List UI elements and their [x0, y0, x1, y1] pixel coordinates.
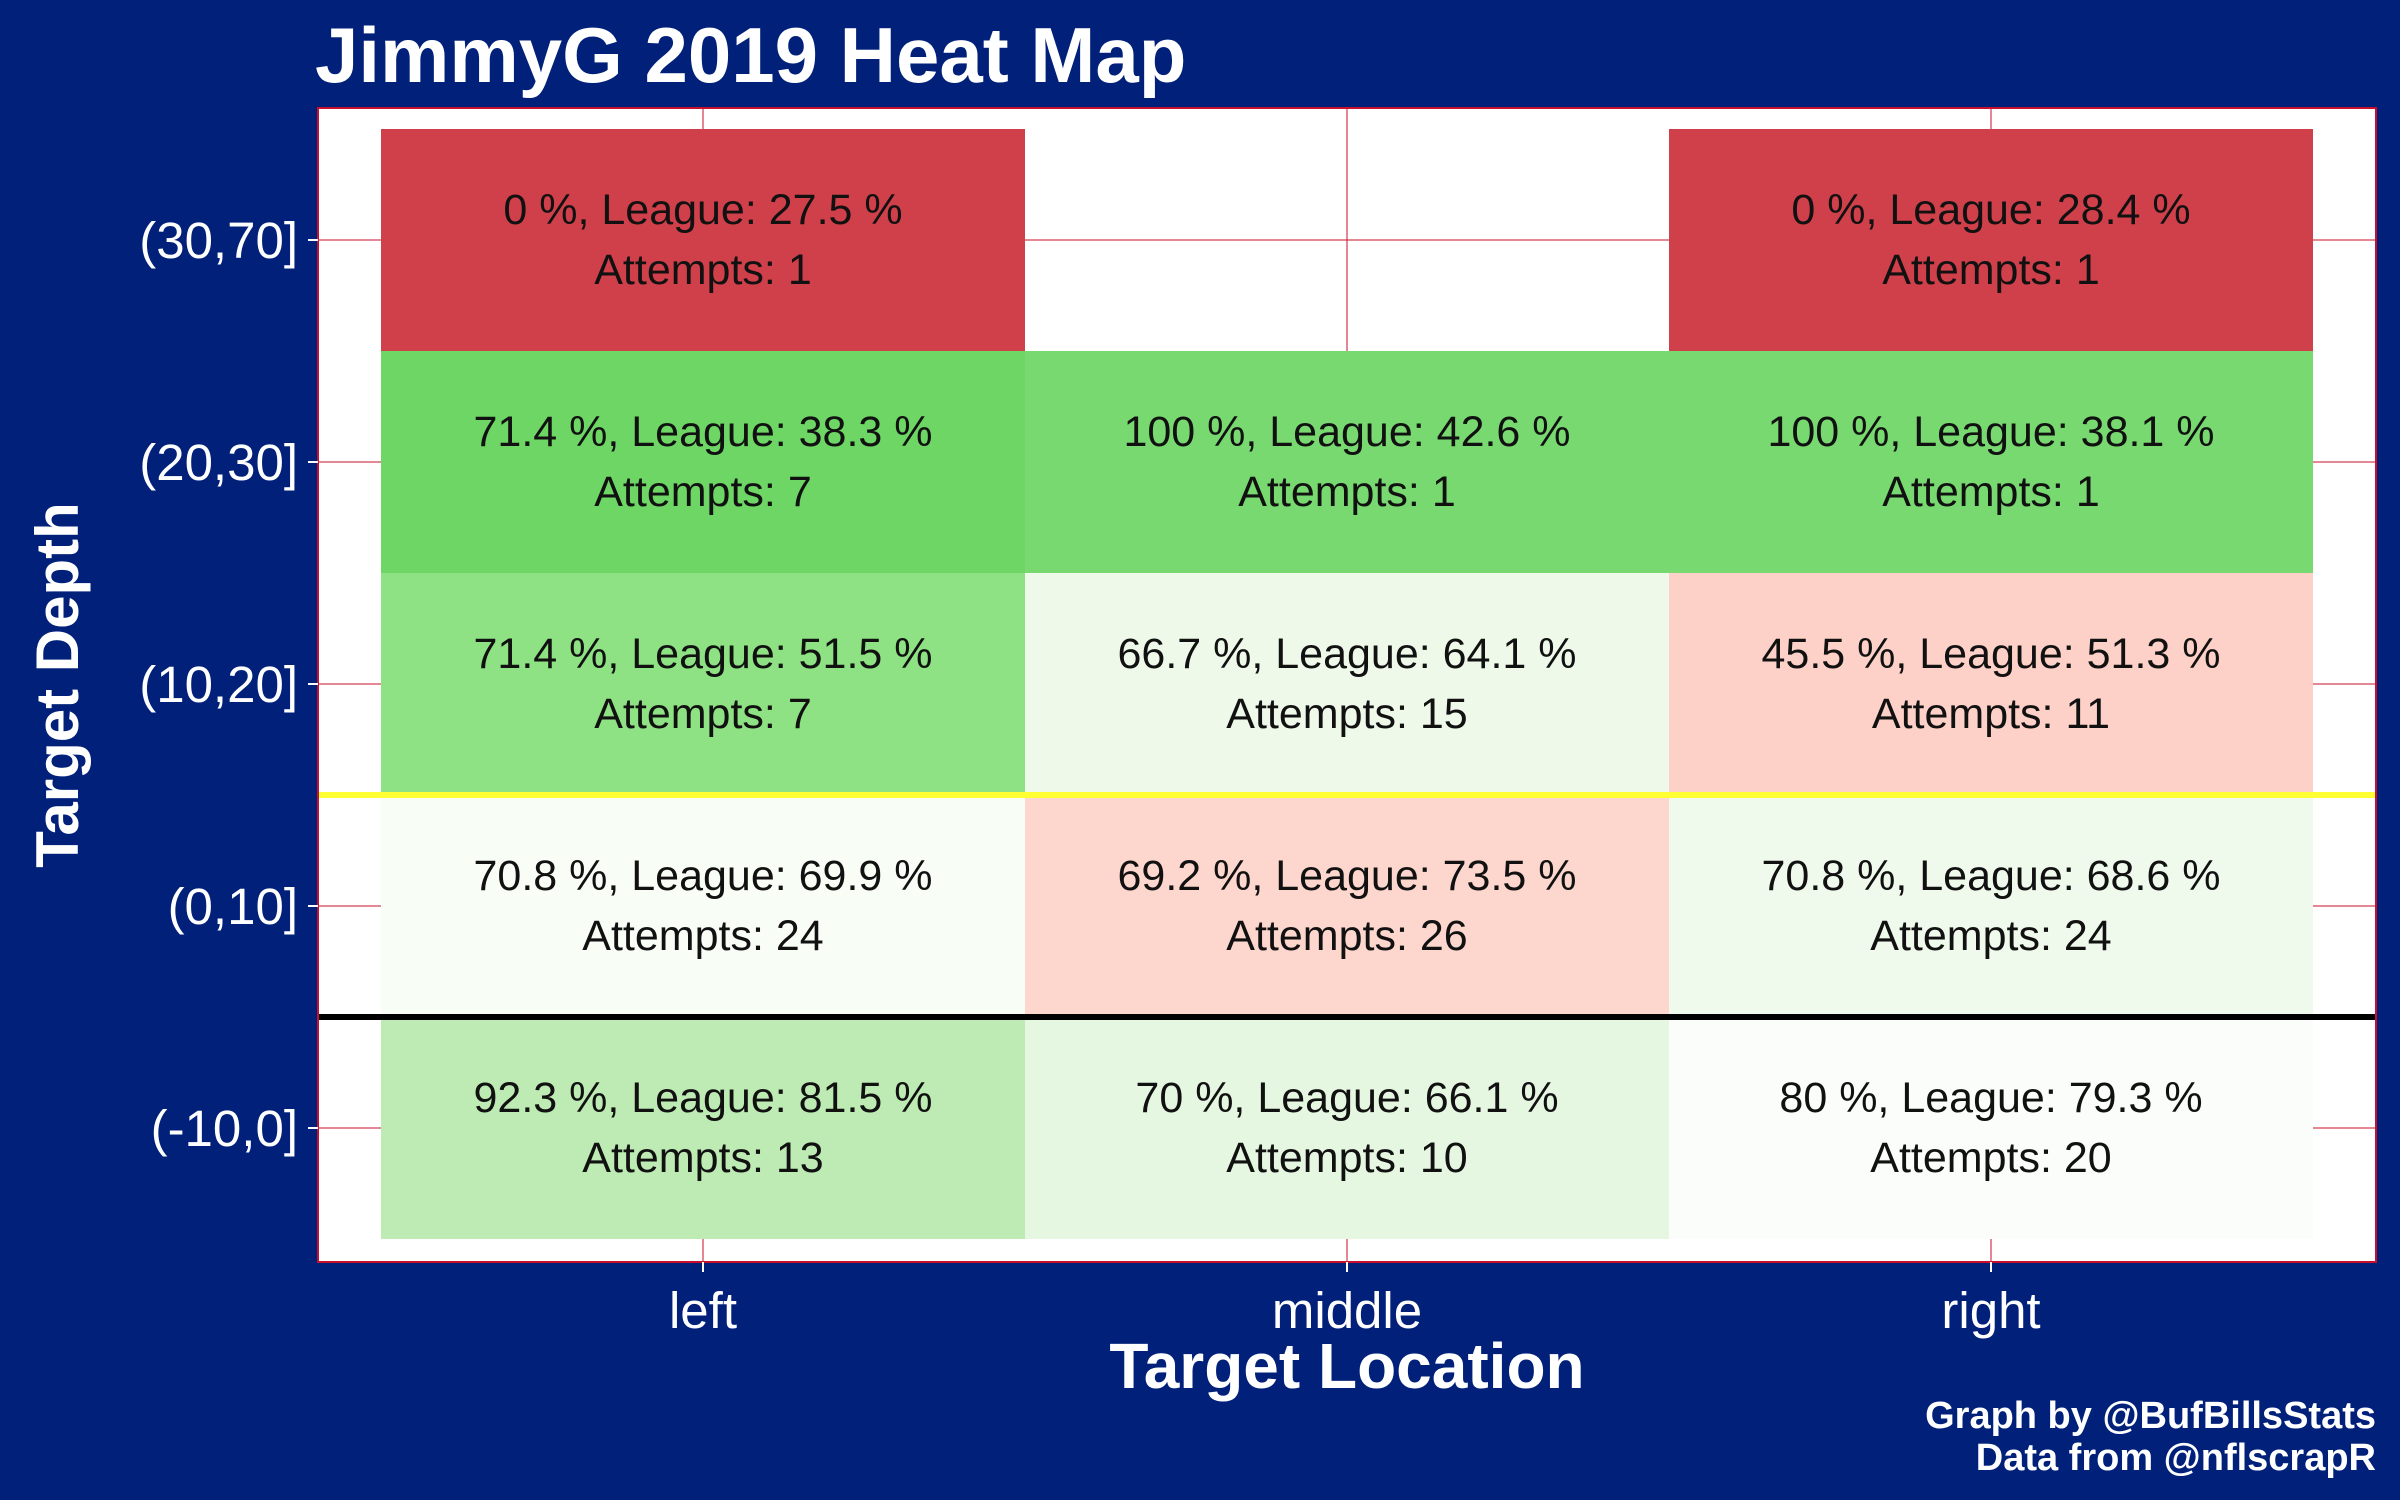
x-axis-title: Target Location [1109, 1330, 1584, 1402]
cell-label-11: 92.3 %, League: 81.5 % [473, 1074, 932, 1122]
heatmap-cell-10 [1669, 795, 2313, 1017]
cell-label-12: 70 %, League: 66.1 % [1135, 1074, 1558, 1122]
y-axis-ticks: (30,70] (20,30] (10,20] (0,10] (-10,0] [139, 212, 318, 1157]
y-tick-label-1: (20,30] [139, 434, 298, 491]
cell-label-13: 80 %, League: 79.3 % [1779, 1074, 2202, 1122]
cell-label-1: 0 %, League: 28.4 % [1791, 186, 2190, 234]
cell-label-7: 45.5 %, League: 51.3 % [1761, 630, 2220, 678]
heatmap-cell-3 [1025, 351, 1669, 573]
heatmap-cells [381, 129, 2313, 1239]
cell-attempts-2: Attempts: 7 [594, 468, 811, 516]
heatmap-cell-6 [1025, 573, 1669, 795]
cell-label-5: 71.4 %, League: 51.5 % [473, 630, 932, 678]
heatmap-cell-7 [1669, 573, 2313, 795]
heatmap-cell-5 [381, 573, 1025, 795]
cell-attempts-12: Attempts: 10 [1226, 1134, 1467, 1182]
credit-data-from: Data from @nflscrapR [1976, 1437, 2376, 1479]
heatmap-cell-2 [381, 351, 1025, 573]
cell-label-6: 66.7 %, League: 64.1 % [1117, 630, 1576, 678]
cell-attempts-0: Attempts: 1 [594, 246, 811, 294]
heatmap-cell-1 [1669, 129, 2313, 351]
x-axis-ticks: left middle right [669, 1262, 2041, 1339]
cell-attempts-7: Attempts: 11 [1872, 690, 2110, 738]
heatmap-cell-13 [1669, 1017, 2313, 1239]
cell-label-3: 100 %, League: 42.6 % [1123, 408, 1570, 456]
cell-attempts-13: Attempts: 20 [1870, 1134, 2111, 1182]
heatmap-cell-8 [381, 795, 1025, 1017]
chart-title: JimmyG 2019 Heat Map [315, 11, 1186, 99]
y-tick-label-2: (10,20] [139, 656, 298, 713]
cell-attempts-1: Attempts: 1 [1882, 246, 2099, 294]
cell-labels: 0 %, League: 27.5 % Attempts: 1 0 %, Leagu… [473, 186, 2220, 1182]
x-tick-label-2: right [1941, 1282, 2040, 1339]
cell-attempts-9: Attempts: 26 [1226, 912, 1467, 960]
cell-attempts-5: Attempts: 7 [594, 690, 811, 738]
cell-attempts-3: Attempts: 1 [1238, 468, 1455, 516]
cell-label-2: 71.4 %, League: 38.3 % [473, 408, 932, 456]
cell-label-9: 69.2 %, League: 73.5 % [1117, 852, 1576, 900]
x-tick-label-1: middle [1272, 1282, 1422, 1339]
cell-attempts-8: Attempts: 24 [582, 912, 823, 960]
y-tick-label-0: (30,70] [139, 212, 298, 269]
x-tick-label-0: left [669, 1282, 737, 1339]
cell-attempts-11: Attempts: 13 [582, 1134, 823, 1182]
heatmap-cell-11 [381, 1017, 1025, 1239]
cell-label-4: 100 %, League: 38.1 % [1767, 408, 2214, 456]
heatmap-cell-0 [381, 129, 1025, 351]
heatmap-cell-9 [1025, 795, 1669, 1017]
y-tick-label-4: (-10,0] [151, 1100, 298, 1157]
cell-attempts-10: Attempts: 24 [1870, 912, 2111, 960]
cell-label-10: 70.8 %, League: 68.6 % [1761, 852, 2220, 900]
cell-label-8: 70.8 %, League: 69.9 % [473, 852, 932, 900]
y-axis-title: Target Depth [24, 502, 91, 868]
cell-attempts-6: Attempts: 15 [1226, 690, 1467, 738]
cell-label-0: 0 %, League: 27.5 % [503, 186, 902, 234]
y-tick-label-3: (0,10] [168, 878, 298, 935]
cell-attempts-4: Attempts: 1 [1882, 468, 2099, 516]
credit-graph-by: Graph by @BufBillsStats [1925, 1395, 2376, 1437]
heatmap-cell-12 [1025, 1017, 1669, 1239]
reference-lines [318, 792, 2376, 1020]
heatmap-cell-4 [1669, 351, 2313, 573]
